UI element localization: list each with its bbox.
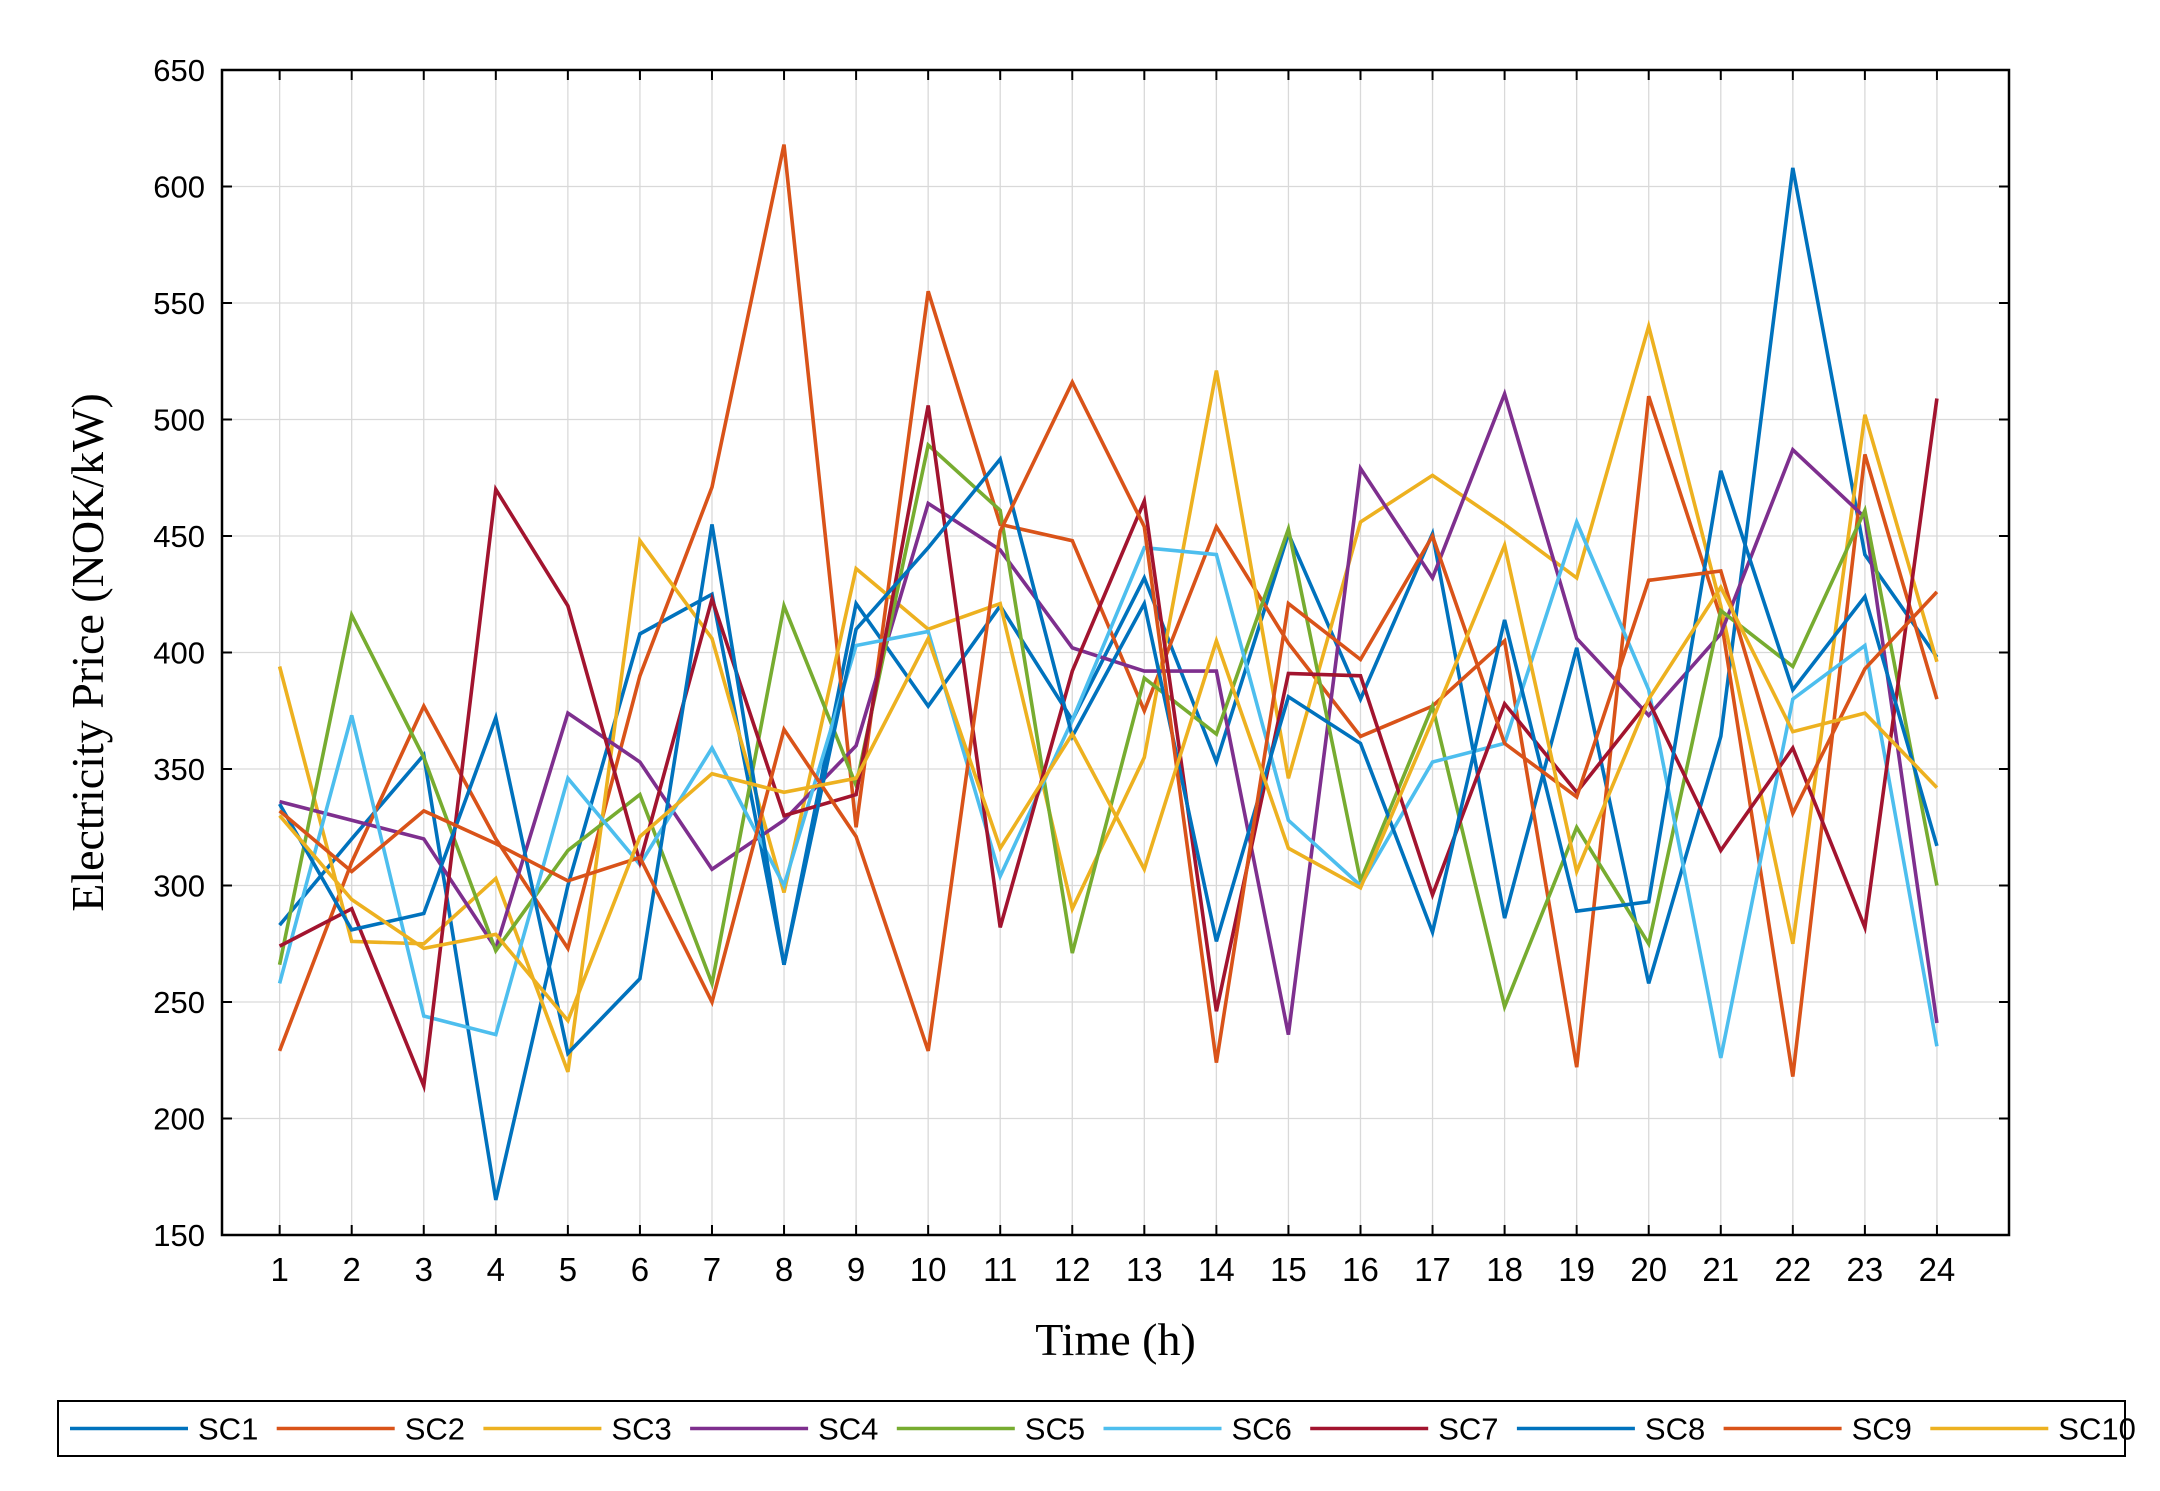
x-tick-label: 19	[1558, 1251, 1595, 1288]
series-line-sc6	[277, 516, 1939, 1059]
series-line-sc10	[278, 539, 1939, 1025]
legend-label-sc10: SC10	[2058, 1412, 2136, 1447]
y-tick-label: 500	[153, 403, 205, 438]
y-tick-label: 150	[153, 1218, 205, 1253]
x-tick-label: 2	[343, 1251, 361, 1288]
x-tick-label: 22	[1774, 1251, 1811, 1288]
x-tick-label: 7	[703, 1251, 721, 1288]
x-tick-label: 13	[1126, 1251, 1163, 1288]
x-tick-label: 24	[1919, 1251, 1956, 1288]
x-tick-label: 4	[487, 1251, 505, 1288]
legend-label-sc5: SC5	[1025, 1412, 1085, 1447]
legend: SC1 SC2 SC3 SC4 SC5 SC6 SC7 SC8 SC9 SC10	[57, 1400, 2136, 1457]
y-tick-label: 250	[153, 985, 205, 1020]
y-tick-label: 550	[153, 286, 205, 321]
x-tick-label: 10	[910, 1251, 947, 1288]
legend-label-sc4: SC4	[818, 1412, 878, 1447]
y-tick-label: 400	[153, 636, 205, 671]
legend-label-sc7: SC7	[1438, 1412, 1498, 1447]
x-tick-label: 21	[1702, 1251, 1739, 1288]
y-tick-label: 200	[153, 1102, 205, 1137]
x-tick-label: 23	[1847, 1251, 1884, 1288]
series-line-sc2	[277, 144, 1939, 1077]
y-tick-label: 600	[153, 170, 205, 205]
x-tick-label: 16	[1342, 1251, 1379, 1288]
legend-label-sc8: SC8	[1645, 1412, 1705, 1447]
x-tick-label: 17	[1414, 1251, 1451, 1288]
x-tick-label: 20	[1630, 1251, 1667, 1288]
y-axis-title: Electricity Price (NOK/kW)	[62, 393, 113, 912]
x-tick-label: 12	[1054, 1251, 1091, 1288]
legend-label-sc9: SC9	[1852, 1412, 1912, 1447]
series-line-sc8	[278, 455, 1939, 1057]
x-tick-label: 8	[775, 1251, 793, 1288]
axis-ticks	[222, 69, 2009, 1236]
y-tick-label: 350	[153, 752, 205, 787]
x-tick-label: 5	[559, 1251, 577, 1288]
series-line-sc7	[278, 398, 1939, 1094]
x-tick-label: 15	[1270, 1251, 1307, 1288]
x-tick-labels: 1 2 3 4 5 6 7 8 9 10 11 12 13 14 15 16 17 18 19 20 21 22 23 24	[270, 1251, 1955, 1288]
x-tick-label: 1	[270, 1251, 288, 1288]
y-tick-label: 650	[153, 53, 205, 88]
legend-label-sc6: SC6	[1232, 1412, 1292, 1447]
x-tick-label: 3	[415, 1251, 433, 1288]
legend-label-sc1: SC1	[198, 1412, 258, 1447]
series-line-sc3	[277, 319, 1939, 1073]
y-tick-label: 450	[153, 519, 205, 554]
series-line-sc4	[279, 388, 1939, 1035]
series-line-sc9	[278, 378, 1939, 1063]
y-tick-label: 300	[153, 869, 205, 904]
series-line-sc5	[277, 441, 1939, 1013]
x-tick-label: 6	[631, 1251, 649, 1288]
y-tick-labels: 150 200 250 300 350 400 450 500 550 600 650	[153, 53, 205, 1253]
series-line-sc1	[278, 167, 1939, 1201]
x-tick-label: 14	[1198, 1251, 1235, 1288]
x-axis-title: Time (h)	[1035, 1314, 1196, 1365]
legend-label-sc3: SC3	[611, 1412, 671, 1447]
x-tick-label: 18	[1486, 1251, 1523, 1288]
series-lines	[277, 144, 1939, 1201]
x-tick-label: 9	[847, 1251, 865, 1288]
x-tick-label: 11	[983, 1251, 1017, 1288]
legend-label-sc2: SC2	[405, 1412, 465, 1447]
